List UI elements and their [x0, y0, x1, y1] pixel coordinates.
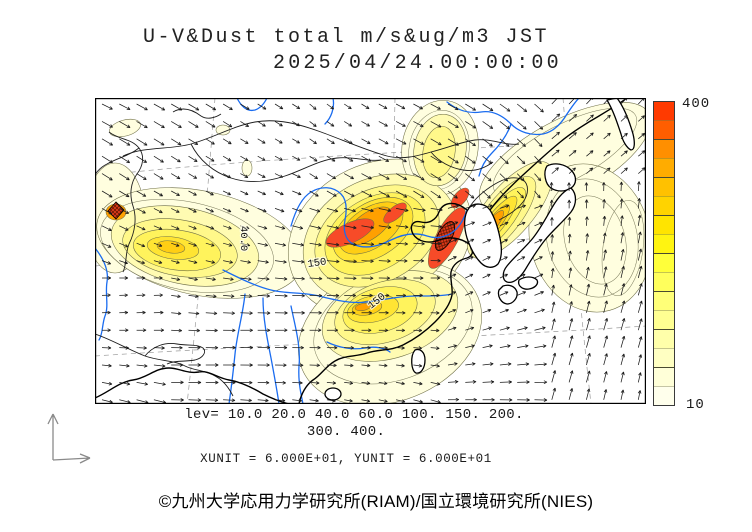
china-coast	[298, 202, 474, 404]
colorbar-segment	[654, 329, 674, 348]
colorbar-segment	[654, 386, 674, 405]
sakhalin-island	[606, 98, 635, 151]
colorbar-min-label: 10	[686, 397, 705, 413]
taiwan-island	[411, 348, 426, 374]
contour-levels-line1: lev= 10.0 20.0 40.0 60.0 100. 150. 200.	[184, 407, 524, 423]
y-scale-arrow	[47, 413, 59, 460]
colorbar-max-label: 400	[682, 96, 711, 112]
contour-levels-line2: 300. 400.	[306, 424, 386, 440]
x-scale-arrow	[52, 453, 91, 464]
colorbar-segment	[654, 120, 674, 139]
colorbar-segment	[654, 272, 674, 291]
colorbar-segment	[654, 348, 674, 367]
contour-value-label: 150	[307, 256, 327, 271]
vector-scale-arrows	[47, 413, 91, 464]
grid-units-text: XUNIT = 6.000E+01, YUNIT = 6.000E+01	[200, 452, 492, 466]
colorbar	[653, 101, 675, 406]
wind-vectors	[101, 98, 646, 404]
colorbar-segment	[654, 310, 674, 329]
bengal-coast	[95, 367, 290, 404]
primorye-coast	[489, 98, 628, 211]
kyushu-island	[497, 284, 518, 305]
wind-arrow-field	[101, 98, 646, 404]
figure-timestamp: 2025/04/24.00:00:00	[273, 52, 562, 75]
colorbar-segment	[654, 196, 674, 215]
colorbar-segment	[654, 139, 674, 158]
colorbar-segment	[654, 291, 674, 310]
copyright-credit: ©九州大学応用力学研究所(RIAM)/国立環境研究所(NIES)	[158, 492, 594, 511]
colorbar-segment	[654, 102, 674, 120]
shikoku-island	[517, 276, 539, 290]
contour-value-label: 40.0	[237, 226, 249, 251]
korea-peninsula	[463, 203, 502, 268]
map-frame	[95, 98, 646, 404]
hainan-island	[324, 387, 342, 401]
colorbar-segment	[654, 253, 674, 272]
figure-title: U-V&Dust total m/s&ug/m3 JST	[143, 26, 550, 49]
colorbar-segment	[654, 234, 674, 253]
colorbar-segment	[654, 177, 674, 196]
colorbar-segment	[654, 215, 674, 234]
colorbar-segment	[654, 158, 674, 177]
colorbar-segment	[654, 367, 674, 386]
